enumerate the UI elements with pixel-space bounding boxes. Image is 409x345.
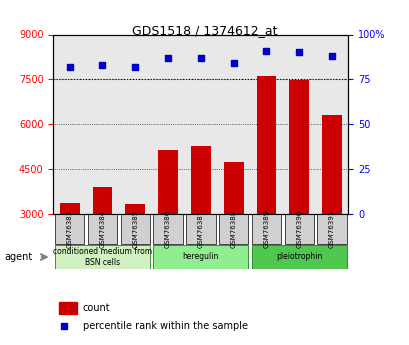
FancyBboxPatch shape xyxy=(251,214,281,244)
Bar xyxy=(223,161,243,214)
Text: GSM76384: GSM76384 xyxy=(99,210,105,248)
Text: GSM76389: GSM76389 xyxy=(263,210,269,248)
Bar xyxy=(59,302,77,314)
FancyBboxPatch shape xyxy=(218,214,248,244)
Text: conditioned medium from
BSN cells: conditioned medium from BSN cells xyxy=(53,247,152,267)
Text: heregulin: heregulin xyxy=(182,253,218,262)
Text: GSM76387: GSM76387 xyxy=(198,210,203,248)
Bar xyxy=(60,204,79,214)
Point xyxy=(60,324,67,329)
Bar xyxy=(321,115,341,214)
Text: agent: agent xyxy=(4,252,32,262)
Text: GSM76386: GSM76386 xyxy=(165,210,171,248)
Point xyxy=(295,50,302,55)
Point xyxy=(99,62,106,68)
Bar xyxy=(191,146,210,214)
Point xyxy=(230,60,236,66)
Bar xyxy=(289,80,308,214)
Text: GSM76390: GSM76390 xyxy=(296,210,301,248)
Text: GSM76383: GSM76383 xyxy=(67,210,72,248)
FancyBboxPatch shape xyxy=(317,214,346,244)
Point xyxy=(197,55,204,61)
Point xyxy=(328,53,335,59)
Bar xyxy=(125,204,145,214)
FancyBboxPatch shape xyxy=(55,245,150,269)
FancyBboxPatch shape xyxy=(284,214,313,244)
FancyBboxPatch shape xyxy=(55,214,84,244)
FancyBboxPatch shape xyxy=(88,214,117,244)
Bar xyxy=(158,150,178,214)
Text: GDS1518 / 1374612_at: GDS1518 / 1374612_at xyxy=(132,24,277,37)
Point xyxy=(164,55,171,61)
FancyBboxPatch shape xyxy=(153,245,248,269)
Text: GSM76391: GSM76391 xyxy=(328,210,334,248)
Point xyxy=(132,64,138,70)
Bar xyxy=(92,187,112,214)
Text: GSM76388: GSM76388 xyxy=(230,210,236,248)
FancyBboxPatch shape xyxy=(153,214,182,244)
Text: pleiotrophin: pleiotrophin xyxy=(275,253,322,262)
Text: percentile rank within the sample: percentile rank within the sample xyxy=(83,322,247,331)
Bar xyxy=(256,76,276,214)
Text: GSM76385: GSM76385 xyxy=(132,210,138,248)
FancyBboxPatch shape xyxy=(120,214,150,244)
Point xyxy=(66,64,73,70)
Point xyxy=(263,48,269,53)
FancyBboxPatch shape xyxy=(251,245,346,269)
FancyBboxPatch shape xyxy=(186,214,215,244)
Text: count: count xyxy=(83,303,110,313)
